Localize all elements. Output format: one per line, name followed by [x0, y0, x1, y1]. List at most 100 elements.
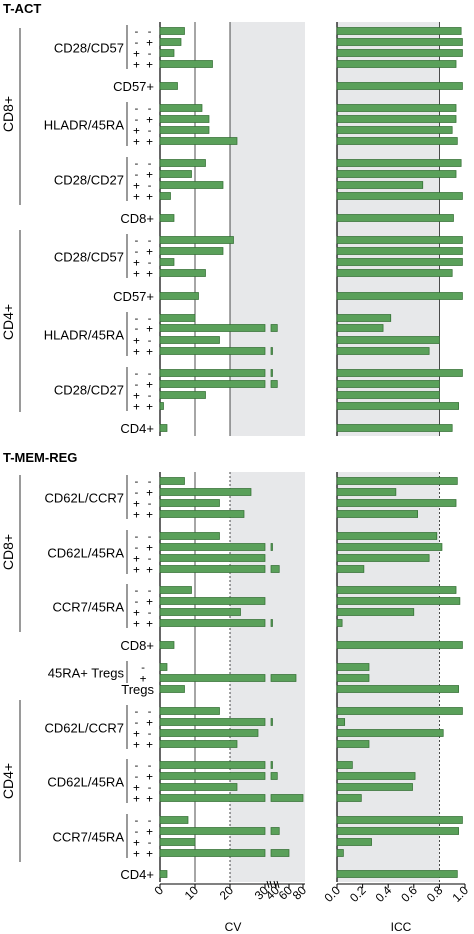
sign-label: + +: [133, 135, 153, 148]
sign-label: + -: [133, 179, 153, 192]
sign-label: + -: [133, 552, 153, 565]
icc-bar: [336, 597, 461, 605]
cv-bar: [159, 292, 199, 300]
icc-tick-label: 0.6: [398, 883, 420, 905]
cv-bar: [159, 380, 266, 388]
cv-tick-label: 0: [151, 883, 166, 898]
sign-label: + -: [133, 836, 153, 849]
icc-bar: [336, 247, 463, 255]
icc-bar: [336, 258, 463, 266]
cv-bar-extension: [270, 827, 280, 835]
cv-bar: [159, 838, 196, 846]
icc-bar: [336, 324, 384, 332]
sign-label: - +: [133, 322, 153, 335]
icc-bar: [336, 849, 344, 857]
cv-axis-title: CV: [225, 920, 242, 934]
group-label: CD62L/45RA: [47, 546, 124, 561]
icc-bar: [336, 236, 463, 244]
cv-bar-extension: [270, 380, 278, 388]
cv-bar: [159, 554, 266, 562]
group-label: CD8+: [120, 638, 154, 653]
cv-shaded-region: [230, 22, 305, 436]
cv-bar-extension: [270, 718, 273, 726]
icc-bar: [336, 82, 463, 90]
sign-label: - +: [133, 716, 153, 729]
cv-bar: [159, 619, 266, 627]
icc-bar: [336, 565, 365, 573]
group-label: CD57+: [113, 79, 154, 94]
icc-shaded-region: [337, 22, 440, 436]
cv-tick-label: 20: [217, 883, 237, 903]
icc-bar: [336, 192, 463, 200]
group-label: CD57+: [113, 289, 154, 304]
sign-label: - +: [133, 595, 153, 608]
group-label: 45RA+ Tregs: [48, 666, 125, 681]
sign-label: - +: [133, 168, 153, 181]
cv-bar: [159, 347, 266, 355]
side-label: CD8+: [0, 96, 16, 132]
icc-bar: [336, 126, 453, 134]
cv-bar-extension: [270, 772, 278, 780]
icc-bar: [336, 674, 370, 682]
icc-bar: [336, 488, 397, 496]
icc-bar: [336, 369, 463, 377]
icc-bar: [336, 380, 440, 388]
icc-bar: [336, 38, 463, 46]
cv-tick-label: 10: [182, 883, 202, 903]
cv-bar-extension: [270, 849, 290, 857]
sign-label: - -: [133, 367, 153, 380]
sign-label: + +: [133, 617, 153, 630]
group-label: CD8+: [120, 211, 154, 226]
icc-tick-label: 0.0: [321, 883, 343, 905]
icc-bar: [336, 586, 457, 594]
cv-bar: [159, 740, 238, 748]
group-label: CD62L/45RA: [47, 775, 124, 790]
cv-bar: [159, 82, 178, 90]
cv-bar: [159, 674, 266, 682]
icc-bar: [336, 181, 424, 189]
icc-bar: [336, 641, 463, 649]
cv-bar: [159, 597, 266, 605]
cv-bar: [159, 707, 220, 715]
group-label: CD28/CD27: [54, 383, 124, 398]
side-label: CD4+: [0, 763, 16, 799]
icc-tick-label: 1.0: [449, 883, 471, 905]
sign-label: + +: [133, 738, 153, 751]
sign-label: - -: [133, 475, 153, 488]
cv-bar: [159, 126, 210, 134]
bars-layer: [159, 27, 463, 878]
group-label: CD4+: [120, 867, 154, 882]
cv-tick-label: 80: [290, 883, 310, 903]
sign-label: -: [140, 661, 147, 674]
icc-bar: [336, 608, 415, 616]
sign-label: - -: [133, 234, 153, 247]
icc-bar: [336, 60, 457, 68]
sign-label: + +: [133, 792, 153, 805]
cv-bar: [159, 214, 175, 222]
sign-label: + +: [133, 508, 153, 521]
cv-bar: [159, 761, 266, 769]
sign-label: + -: [133, 47, 153, 60]
icc-bar: [336, 499, 457, 507]
side-label: CD8+: [0, 534, 16, 570]
icc-bar: [336, 27, 462, 35]
icc-bar: [336, 838, 372, 846]
icc-axis-title: ICC: [391, 920, 412, 934]
sign-label: - +: [133, 541, 153, 554]
icc-bar: [336, 424, 453, 432]
group-label: CD4+: [120, 421, 154, 436]
icc-bar: [336, 170, 457, 178]
cv-bar: [159, 565, 266, 573]
cv-bar: [159, 586, 192, 594]
cv-bar: [159, 49, 175, 57]
sign-label: - -: [133, 759, 153, 772]
cv-bar: [159, 477, 185, 485]
cv-bar: [159, 104, 203, 112]
icc-bar: [336, 827, 459, 835]
sign-label: - +: [133, 770, 153, 783]
cv-bar: [159, 510, 245, 518]
cv-bar: [159, 827, 266, 835]
icc-bar: [336, 137, 458, 145]
cv-bar: [159, 269, 206, 277]
icc-bar: [336, 870, 458, 878]
